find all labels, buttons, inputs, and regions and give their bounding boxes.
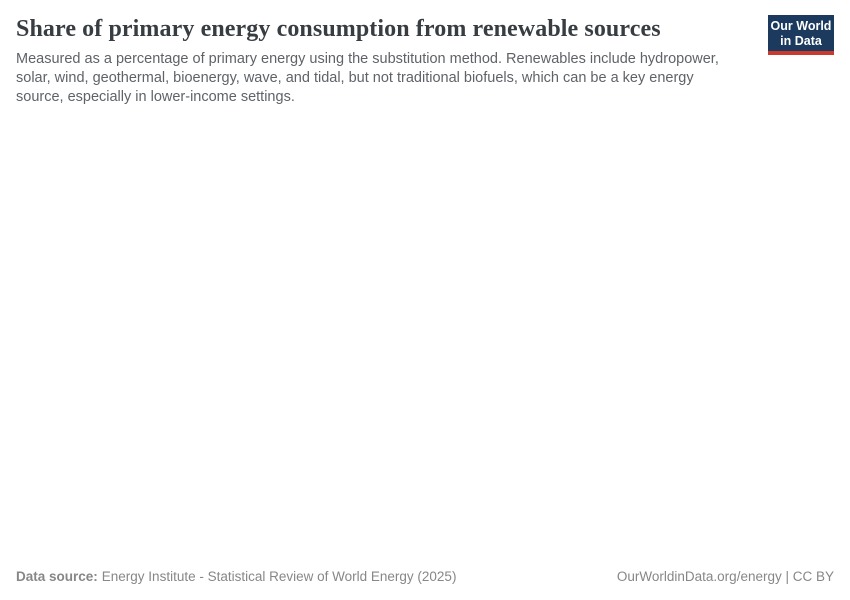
chart-footer: Data source: Energy Institute - Statistic… (0, 569, 850, 600)
chart-subtitle: Measured as a percentage of primary ener… (16, 51, 719, 105)
data-source-value: Energy Institute - Statistical Review of… (101, 569, 457, 584)
owid-credit-link[interactable]: OurWorldinData.org/energy | CC BY (616, 569, 834, 584)
data-source-label: Data source: (16, 569, 98, 584)
data-source-line[interactable]: Data source: Energy Institute - Statistic… (16, 569, 456, 585)
chart-plot-area (0, 106, 850, 569)
owid-logo-box: Our World in Data (768, 15, 834, 51)
owid-logo-line2: in Data (780, 33, 822, 48)
owid-logo-line1: Our World (770, 19, 832, 33)
owid-logo-red-stripe (768, 51, 834, 55)
chart-header: Share of primary energy consumption from… (0, 0, 850, 106)
chart-header-text: Share of primary energy consumption from… (16, 15, 752, 106)
chart-title: Share of primary energy consumption from… (16, 16, 661, 42)
owid-logo[interactable]: Our World in Data (768, 15, 834, 55)
